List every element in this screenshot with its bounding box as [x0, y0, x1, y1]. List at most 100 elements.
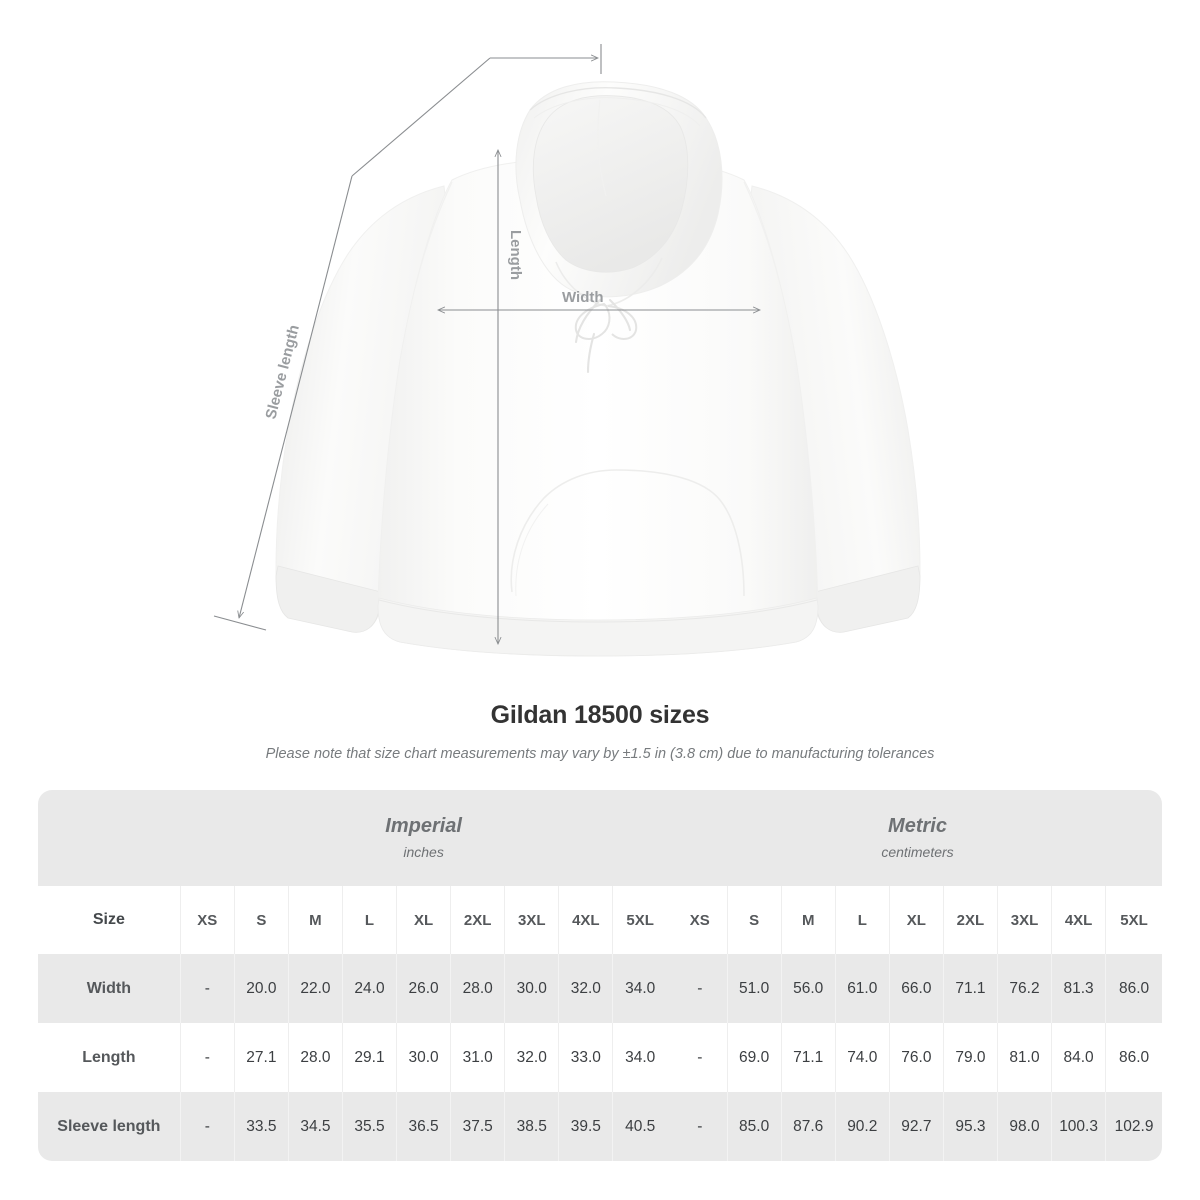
- cell-sleeve-metric-l: 90.2: [834, 1092, 890, 1161]
- header-imperial-4xl: 4XL: [558, 886, 613, 954]
- cell-sleeve-metric-xs: -: [673, 1092, 728, 1161]
- measurement-annotations: [213, 44, 760, 644]
- row-label-length: Length: [38, 1023, 181, 1092]
- cell-width-imperial-m: 22.0: [287, 954, 343, 1023]
- cell-sleeve-imperial-4xl: 39.5: [558, 1092, 613, 1161]
- cell-width-metric-l: 61.0: [834, 954, 890, 1023]
- cell-sleeve-imperial-3xl: 38.5: [504, 1092, 559, 1161]
- cell-length-metric-5xl: 86.0: [1105, 1023, 1162, 1092]
- bottom-hem: [377, 597, 819, 657]
- cell-width-imperial-5xl: 34.0: [612, 954, 667, 1023]
- table-row: Sleeve length - 33.5 34.5 35.5 36.5 37.5…: [38, 1092, 1162, 1161]
- unit-band-spacer: [38, 790, 181, 886]
- cell-length-imperial-xl: 30.0: [396, 1023, 451, 1092]
- cell-sleeve-imperial-xl: 36.5: [396, 1092, 451, 1161]
- cell-length-metric-m: 71.1: [780, 1023, 836, 1092]
- cell-width-imperial-4xl: 32.0: [558, 954, 613, 1023]
- cell-length-imperial-2xl: 31.0: [450, 1023, 505, 1092]
- cell-sleeve-metric-4xl: 100.3: [1051, 1092, 1106, 1161]
- cell-width-metric-3xl: 76.2: [996, 954, 1052, 1023]
- metric-unit-cell: Metric centimeters: [673, 790, 1162, 886]
- cell-length-metric-l: 74.0: [834, 1023, 890, 1092]
- header-imperial-2xl: 2XL: [450, 886, 505, 954]
- sleeve-length-dimension: [213, 44, 602, 631]
- tolerance-note: Please note that size chart measurements…: [265, 746, 935, 762]
- right-shoulder-seam: [743, 181, 781, 285]
- table-row: Width - 20.0 22.0 24.0 26.0 28.0 30.0 32…: [38, 954, 1162, 1023]
- cell-sleeve-metric-m: 87.6: [780, 1092, 836, 1161]
- cell-length-metric-xs: -: [673, 1023, 728, 1092]
- metric-label: Metric: [888, 815, 947, 837]
- hood-inner: [532, 95, 689, 273]
- hoodie-artwork: [275, 81, 921, 657]
- cell-length-imperial-s: 27.1: [233, 1023, 289, 1092]
- cell-length-imperial-l: 29.1: [341, 1023, 397, 1092]
- cell-width-metric-xs: -: [673, 954, 728, 1023]
- title-block: Gildan 18500 sizes Please note that size…: [0, 700, 1200, 764]
- unit-band-row: Imperial inches Metric centimeters: [38, 790, 1162, 886]
- cell-width-metric-xl: 66.0: [888, 954, 944, 1023]
- cell-sleeve-imperial-l: 35.5: [341, 1092, 397, 1161]
- metric-sub: centimeters: [881, 844, 954, 860]
- cell-width-imperial-3xl: 30.0: [504, 954, 559, 1023]
- cell-length-metric-3xl: 81.0: [996, 1023, 1052, 1092]
- cell-width-imperial-l: 24.0: [341, 954, 397, 1023]
- header-imperial-xl: XL: [396, 886, 451, 954]
- header-imperial-l: L: [341, 886, 397, 954]
- imperial-label: Imperial: [385, 815, 462, 837]
- cell-width-imperial-xs: -: [179, 954, 235, 1023]
- cell-sleeve-imperial-2xl: 37.5: [450, 1092, 505, 1161]
- header-imperial-5xl: 5XL: [612, 886, 667, 954]
- cell-length-imperial-m: 28.0: [287, 1023, 343, 1092]
- drawstring: [574, 298, 638, 374]
- cell-sleeve-imperial-m: 34.5: [287, 1092, 343, 1161]
- cell-width-metric-2xl: 71.1: [942, 954, 998, 1023]
- header-imperial-s: S: [233, 886, 289, 954]
- cell-length-metric-s: 69.0: [726, 1023, 782, 1092]
- section-divider: [667, 1092, 673, 1161]
- cell-sleeve-imperial-5xl: 40.5: [612, 1092, 667, 1161]
- cell-width-imperial-2xl: 28.0: [450, 954, 505, 1023]
- width-label: Width: [562, 289, 604, 306]
- table-row: Length - 27.1 28.0 29.1 30.0 31.0 32.0 3…: [38, 1023, 1162, 1092]
- cell-length-metric-4xl: 84.0: [1051, 1023, 1106, 1092]
- cell-width-imperial-s: 20.0: [233, 954, 289, 1023]
- cell-sleeve-metric-s: 85.0: [726, 1092, 782, 1161]
- cell-length-imperial-xs: -: [179, 1023, 235, 1092]
- page-title: Gildan 18500 sizes: [490, 701, 710, 729]
- header-metric-5xl: 5XL: [1105, 886, 1162, 954]
- header-metric-s: S: [726, 886, 782, 954]
- cell-width-metric-s: 51.0: [726, 954, 782, 1023]
- left-shoulder-seam: [415, 181, 453, 285]
- cell-sleeve-metric-5xl: 102.9: [1105, 1092, 1162, 1161]
- header-metric-2xl: 2XL: [942, 886, 998, 954]
- size-header-label: Size: [38, 886, 181, 954]
- cell-width-metric-5xl: 86.0: [1105, 954, 1162, 1023]
- section-divider: [667, 954, 673, 1023]
- section-divider: [667, 1023, 673, 1092]
- cell-width-metric-m: 56.0: [780, 954, 836, 1023]
- section-divider: [667, 886, 673, 954]
- header-imperial-xs: XS: [179, 886, 235, 954]
- cell-sleeve-metric-2xl: 95.3: [942, 1092, 998, 1161]
- cell-length-metric-xl: 76.0: [888, 1023, 944, 1092]
- row-label-width: Width: [38, 954, 181, 1023]
- row-label-sleeve-length: Sleeve length: [38, 1092, 181, 1161]
- cell-length-imperial-4xl: 33.0: [558, 1023, 613, 1092]
- unit-band-divider: [667, 790, 673, 886]
- cell-sleeve-imperial-xs: -: [179, 1092, 235, 1161]
- header-metric-4xl: 4XL: [1051, 886, 1106, 954]
- header-imperial-3xl: 3XL: [504, 886, 559, 954]
- size-header-row: Size XS S M L XL 2XL 3XL 4XL 5XL XS S M …: [38, 886, 1162, 954]
- size-table: Imperial inches Metric centimeters Size …: [38, 790, 1162, 1161]
- size-table-container: Imperial inches Metric centimeters Size …: [38, 790, 1162, 1161]
- cell-width-metric-4xl: 81.3: [1051, 954, 1106, 1023]
- header-metric-xs: XS: [673, 886, 728, 954]
- cell-length-imperial-5xl: 34.0: [612, 1023, 667, 1092]
- header-metric-m: M: [780, 886, 836, 954]
- kangaroo-pocket: [510, 469, 745, 597]
- header-metric-xl: XL: [888, 886, 944, 954]
- cell-width-imperial-xl: 26.0: [396, 954, 451, 1023]
- garment-illustration: Length Width Sleeve length: [213, 44, 921, 657]
